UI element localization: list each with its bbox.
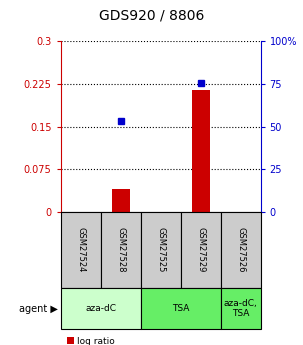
Text: TSA: TSA <box>172 304 189 313</box>
Text: log ratio: log ratio <box>77 337 115 345</box>
Text: GSM27528: GSM27528 <box>116 227 125 273</box>
Bar <box>112 189 130 212</box>
Text: aza-dC,
TSA: aza-dC, TSA <box>224 299 258 318</box>
Bar <box>191 90 210 212</box>
Text: agent ▶: agent ▶ <box>19 304 58 314</box>
Text: aza-dC: aza-dC <box>85 304 116 313</box>
Text: GSM27526: GSM27526 <box>236 227 245 273</box>
Text: GSM27525: GSM27525 <box>156 227 165 273</box>
Text: GSM27524: GSM27524 <box>76 227 85 273</box>
Text: GSM27529: GSM27529 <box>196 227 205 273</box>
Text: GDS920 / 8806: GDS920 / 8806 <box>99 8 204 22</box>
